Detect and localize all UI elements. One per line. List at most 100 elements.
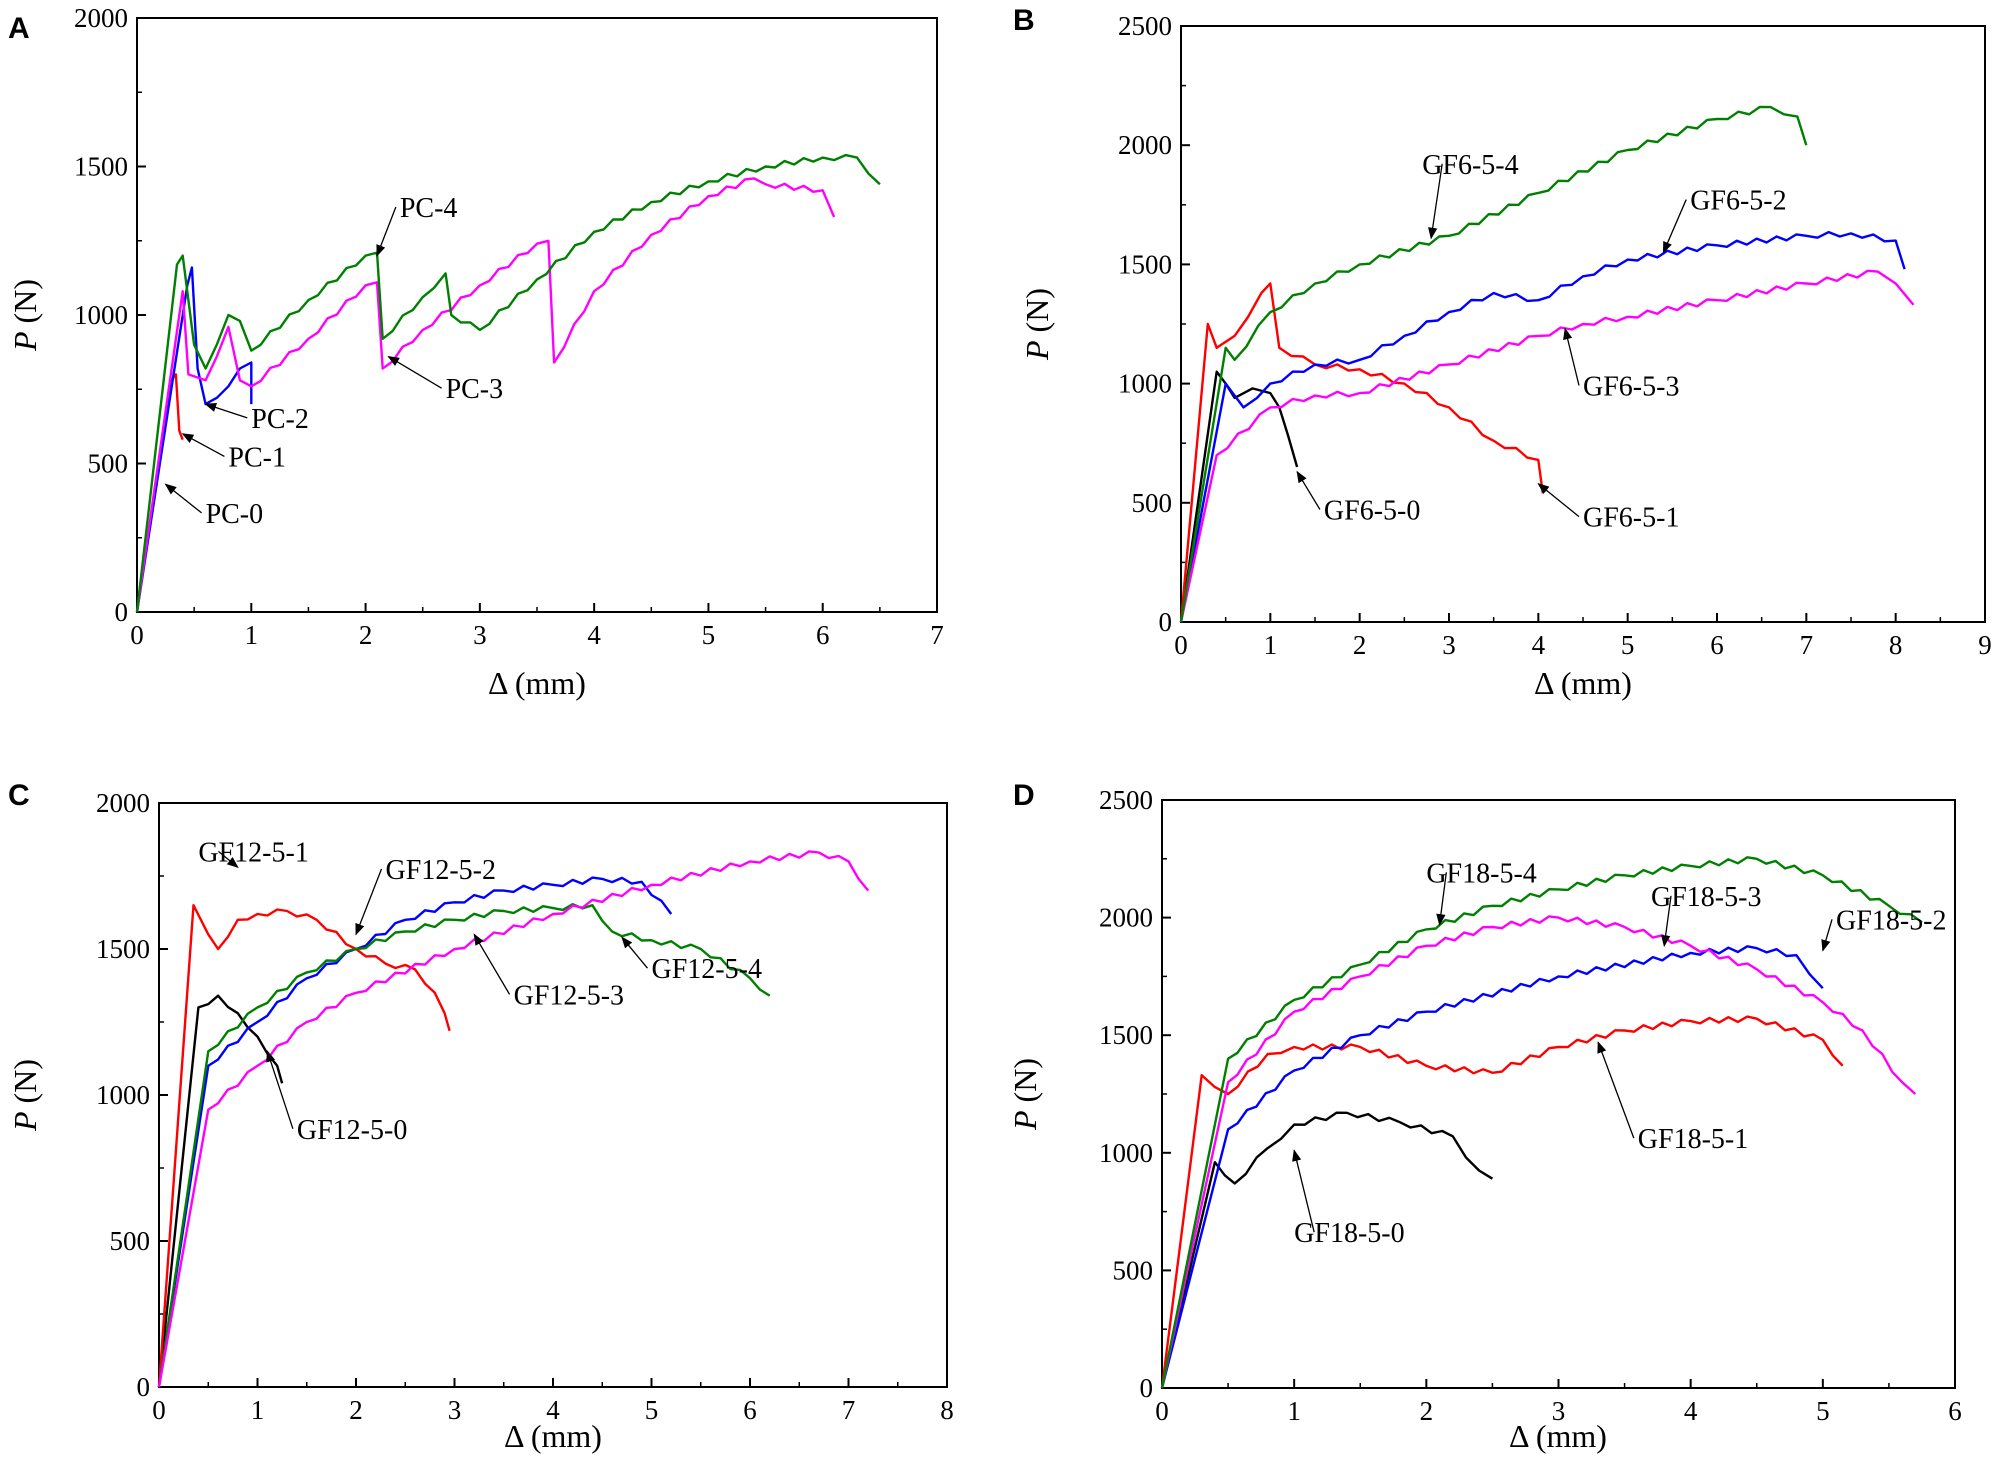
- series-annotation: GF6-5-1: [1583, 503, 1679, 534]
- y-tick-label: 1000: [96, 1080, 150, 1110]
- annotation-arrow: [1563, 327, 1580, 386]
- series-annotation: PC-3: [446, 374, 504, 405]
- y-tick-label: 2500: [1118, 11, 1172, 41]
- y-tick-label: 1500: [1099, 1020, 1153, 1050]
- series-line-pc-2: [135, 177, 836, 613]
- series-annotation: PC-2: [251, 404, 309, 435]
- x-tick-label: 6: [743, 1395, 757, 1425]
- x-tick-label: 5: [1816, 1396, 1830, 1426]
- series-annotation: GF18-5-1: [1638, 1124, 1748, 1155]
- annotation-arrow: [266, 1050, 294, 1130]
- y-tick-label: 1000: [1099, 1138, 1153, 1168]
- series-annotation: GF12-5-3: [514, 980, 624, 1011]
- x-tick-label: 2: [359, 620, 373, 650]
- y-tick-label: 500: [1132, 488, 1173, 518]
- annotation-arrow: [387, 355, 442, 389]
- series-annotation: GF18-5-4: [1426, 858, 1536, 889]
- x-tick-label: 7: [842, 1395, 856, 1425]
- series-line-gf18-5-0: [1160, 1111, 1494, 1389]
- annotation-arrow: [1662, 199, 1687, 254]
- annotation-arrow: [1597, 1041, 1635, 1139]
- y-tick-label: 0: [137, 1372, 151, 1402]
- x-tick-label: 4: [1532, 630, 1546, 660]
- x-tick-label: 0: [130, 620, 144, 650]
- x-tick-label: 8: [940, 1395, 954, 1425]
- y-tick-label: 2000: [96, 788, 150, 818]
- x-tick-label: 2: [1420, 1396, 1434, 1426]
- annotation-arrow: [1428, 163, 1443, 240]
- annotation-arrow: [204, 402, 248, 419]
- series-annotation: GF12-5-2: [386, 855, 496, 886]
- series-annotation: GF6-5-4: [1422, 150, 1518, 181]
- x-tick-label: 8: [1889, 630, 1903, 660]
- y-axis-label: P (N): [1007, 1058, 1043, 1131]
- annotation-arrow: [1296, 470, 1321, 510]
- series-line-gf18-5-1: [1160, 1015, 1844, 1389]
- panel-c: C 0 1 2 3 4 5 6 7 8 0 500 1000 1500 2000 Δ (mm) P (N) GF1…: [7, 779, 954, 1454]
- x-tick-label: 5: [645, 1395, 659, 1425]
- y-tick-label: 0: [115, 597, 129, 627]
- panel-a: A 0 1 2 3 4 5 6 7 0 500 1000 1500 2000 Δ (mm) P (N) PC-4…: [7, 3, 944, 701]
- series-annotation: PC-4: [400, 193, 458, 224]
- x-tick-label: 3: [1442, 630, 1456, 660]
- y-axis-label: P (N): [7, 279, 43, 352]
- series-annotation: GF12-5-0: [297, 1115, 407, 1146]
- series-line-gf18-5-4: [1160, 856, 1923, 1389]
- panel-letter: D: [1013, 779, 1035, 812]
- series-line-pc-1: [135, 266, 253, 613]
- annotation-arrow: [376, 206, 397, 257]
- y-tick-label: 500: [88, 449, 129, 479]
- y-tick-label: 0: [1140, 1373, 1154, 1403]
- series-annotation: GF12-5-4: [652, 954, 762, 985]
- panel-letter: A: [8, 12, 30, 45]
- x-tick-label: 9: [1978, 630, 1992, 660]
- series-line-gf6-5-1: [1179, 282, 1544, 623]
- y-tick-label: 1500: [1118, 249, 1172, 279]
- series-annotation: GF18-5-0: [1294, 1218, 1404, 1249]
- series-line-gf6-5-0: [1179, 370, 1299, 623]
- series-annotation: PC-0: [206, 499, 264, 530]
- y-tick-label: 0: [1159, 607, 1173, 637]
- x-tick-label: 0: [1155, 1396, 1169, 1426]
- x-axis-label: Δ (mm): [504, 1418, 602, 1454]
- x-tick-label: 7: [930, 620, 944, 650]
- x-tick-label: 3: [473, 620, 487, 650]
- x-tick-label: 5: [702, 620, 716, 650]
- series-line-gf6-5-3: [1179, 269, 1915, 623]
- x-tick-label: 5: [1621, 630, 1635, 660]
- y-axis-label: P (N): [7, 1059, 43, 1132]
- x-tick-label: 1: [251, 1395, 265, 1425]
- series-line-gf18-5-3: [1160, 915, 1917, 1389]
- series-annotation: GF18-5-2: [1836, 905, 1946, 936]
- annotation-arrow: [1661, 895, 1672, 947]
- panel-letter: C: [8, 779, 30, 812]
- panel-letter: B: [1013, 4, 1035, 37]
- series-line-gf12-5-2: [157, 876, 673, 1388]
- x-tick-label: 3: [448, 1395, 462, 1425]
- series-line-gf12-5-4: [157, 850, 870, 1388]
- y-tick-label: 2000: [74, 3, 128, 33]
- x-axis-label: Δ (mm): [1534, 665, 1632, 701]
- x-tick-label: 0: [1174, 630, 1188, 660]
- series-annotation: PC-1: [228, 442, 286, 473]
- annotation-arrow: [1436, 872, 1447, 926]
- x-tick-label: 1: [245, 620, 259, 650]
- annotation-arrow: [164, 483, 202, 514]
- series-annotation: GF6-5-3: [1583, 372, 1679, 403]
- series-annotation: GF6-5-0: [1324, 495, 1420, 526]
- series-annotation: GF6-5-2: [1690, 186, 1786, 217]
- plot-frame: [158, 802, 948, 1388]
- x-tick-label: 1: [1287, 1396, 1301, 1426]
- x-tick-label: 6: [1948, 1396, 1962, 1426]
- annotation-arrow: [355, 868, 383, 936]
- x-axis-label: Δ (mm): [1509, 1418, 1607, 1454]
- y-tick-label: 2500: [1099, 785, 1153, 815]
- y-tick-label: 1000: [1118, 369, 1172, 399]
- y-tick-label: 2000: [1099, 903, 1153, 933]
- y-axis-label: P (N): [1019, 288, 1055, 361]
- series-line-gf6-5-4: [1179, 105, 1808, 623]
- x-axis-label: Δ (mm): [488, 665, 586, 701]
- x-tick-label: 3: [1552, 1396, 1566, 1426]
- annotation-arrow: [181, 433, 225, 458]
